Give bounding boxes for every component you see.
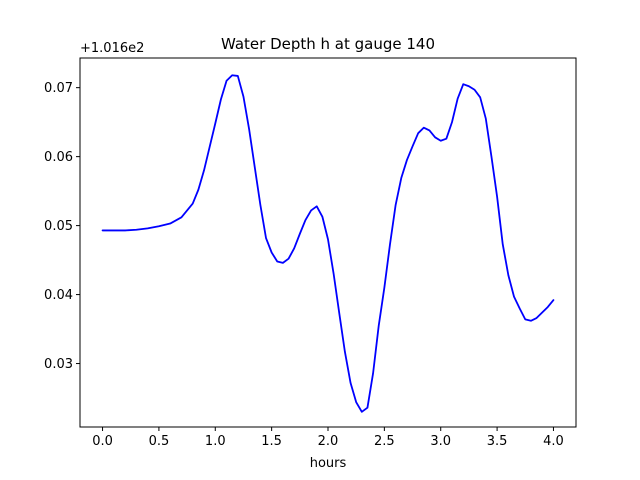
y-tick-label: 0.03: [44, 357, 73, 372]
y-tick-label: 0.07: [44, 81, 73, 96]
x-tick-label: 1.0: [205, 434, 226, 449]
x-tick-label: 0.0: [92, 434, 113, 449]
x-tick-label: 2.0: [318, 434, 339, 449]
x-tick-label: 4.0: [543, 434, 564, 449]
y-tick-label: 0.05: [44, 219, 73, 234]
x-tick-label: 3.5: [487, 434, 508, 449]
x-tick-label: 1.5: [261, 434, 282, 449]
series-line-0: [101, 74, 555, 413]
y-tick-label: 0.04: [44, 288, 73, 303]
y-axis-offset-label: +1.016e2: [80, 41, 144, 56]
chart-title: Water Depth h at gauge 140: [221, 35, 435, 53]
x-tick-label: 2.5: [374, 434, 395, 449]
plot-area: 0.0 0.5 1.0 1.5 2.0 2.5 3.0 3.5 4.0 0.03 0.04 0.05 0…: [44, 57, 577, 449]
x-tick-label: 0.5: [149, 434, 170, 449]
y-tick-label: 0.06: [44, 150, 73, 165]
x-tick-label: 3.0: [430, 434, 451, 449]
x-axis-label: hours: [310, 456, 347, 471]
